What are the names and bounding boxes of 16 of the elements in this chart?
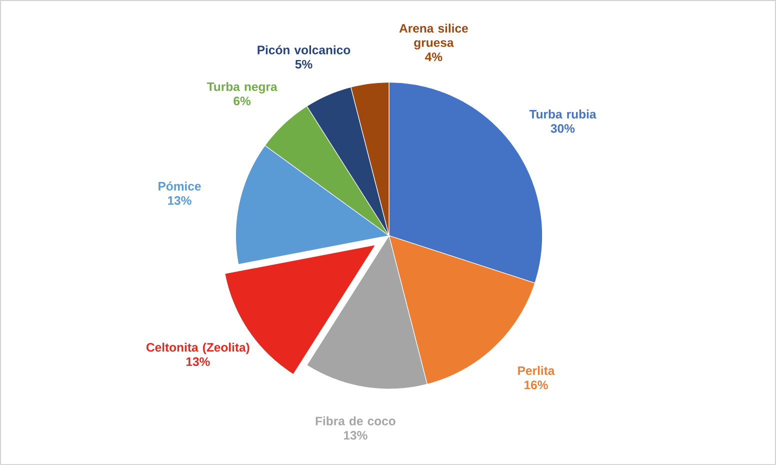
data-label: 30% (550, 124, 575, 133)
data-label: 13% (186, 357, 210, 366)
slice-label: Picón volcanico (258, 45, 350, 54)
data-label: 16% (524, 380, 548, 390)
slice-label: Fibra de coco (316, 416, 396, 426)
data-label: 6% (234, 96, 251, 106)
slice-label: Turba negra (207, 82, 278, 94)
data-label: 13% (168, 196, 192, 205)
data-label: 5% (295, 60, 312, 68)
slice-label: Celtonita (Zeolita) (146, 342, 250, 354)
data-label: 13% (344, 430, 368, 440)
slice-label: Pómice (158, 181, 201, 190)
slice-label: Perlita (518, 366, 555, 375)
data-label: 4% (425, 52, 442, 62)
slice-label: Turba rubia (529, 109, 596, 118)
slice-label: Arena silice gruesa (399, 24, 468, 50)
